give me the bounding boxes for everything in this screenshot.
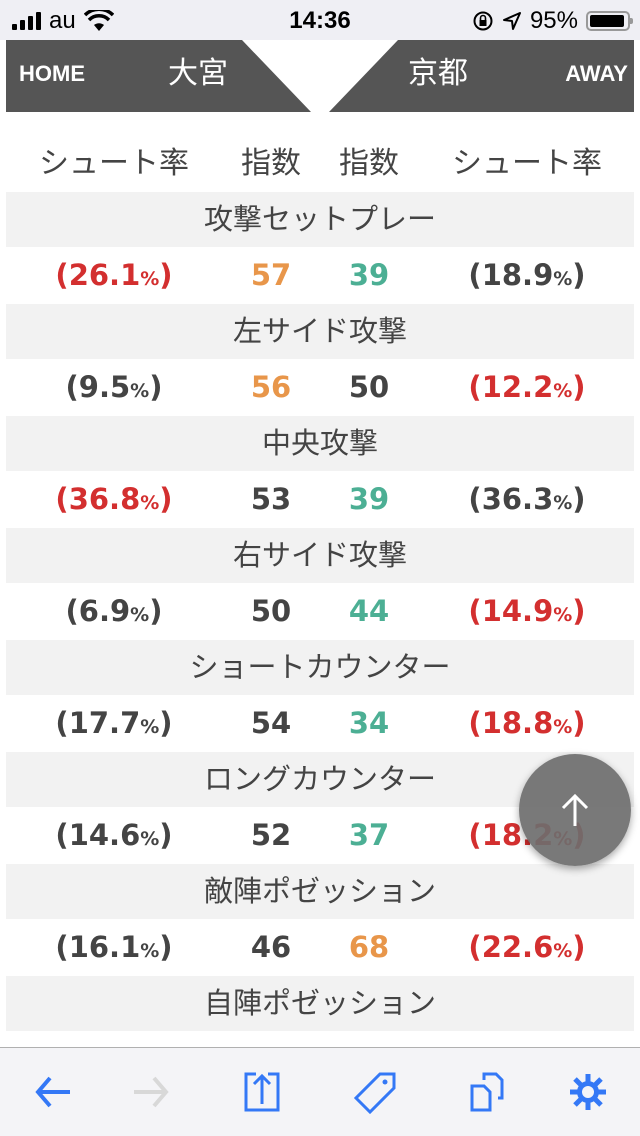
table-row: (9.5%) 56 50 (12.2%)	[0, 359, 640, 416]
percent-sign: %	[553, 716, 573, 738]
home-index-value: 56	[250, 370, 292, 404]
rate-number: 17.7	[68, 706, 141, 740]
table-row: (17.7%) 54 34 (18.8%)	[0, 695, 640, 752]
rate-number: 12.2	[481, 370, 554, 404]
browser-toolbar	[0, 1047, 640, 1136]
home-rate-value: (14.6%)	[55, 818, 173, 852]
home-index-value: 46	[250, 930, 292, 964]
home-index-value: 53	[250, 482, 292, 516]
home-rate-value: (9.5%)	[65, 370, 163, 404]
home-index-value: 50	[250, 594, 292, 628]
rate-number: 26.1	[68, 258, 141, 292]
gear-icon[interactable]	[566, 1070, 610, 1114]
forward-icon[interactable]	[130, 1070, 174, 1114]
rate-number: 14.9	[481, 594, 554, 628]
home-index-value: 54	[250, 706, 292, 740]
percent-sign: %	[553, 604, 573, 626]
away-rate-value: (18.9%)	[468, 258, 586, 292]
away-index-value: 68	[348, 930, 390, 964]
category-label: 中央攻撃	[6, 416, 634, 471]
away-shot-rate-header: シュート率	[452, 146, 602, 181]
home-rate-value: (16.1%)	[55, 930, 173, 964]
away-index-value: 39	[348, 258, 390, 292]
rate-number: 18.8	[481, 706, 554, 740]
rate-number: 16.1	[68, 930, 141, 964]
percent-sign: %	[140, 268, 160, 290]
match-header: HOME 大宮 京都 AWAY	[6, 40, 634, 112]
percent-sign: %	[140, 940, 160, 962]
home-rate-value: (6.9%)	[65, 594, 163, 628]
away-rate-value: (36.3%)	[468, 482, 586, 516]
percent-sign: %	[140, 492, 160, 514]
back-icon[interactable]	[30, 1070, 74, 1114]
home-index-value: 57	[250, 258, 292, 292]
percent-sign: %	[553, 492, 573, 514]
category-label: 左サイド攻撃	[6, 304, 634, 359]
location-icon	[502, 12, 521, 30]
home-team: 大宮	[168, 56, 228, 91]
battery-percent: 95%	[529, 7, 578, 34]
percent-sign: %	[553, 268, 573, 290]
home-index-value: 52	[250, 818, 292, 852]
home-rate-value: (17.7%)	[55, 706, 173, 740]
clock: 14:36	[289, 7, 351, 34]
away-index-value: 39	[348, 482, 390, 516]
away-label: AWAY	[565, 61, 628, 86]
tag-icon[interactable]	[354, 1070, 398, 1114]
away-rate-value: (22.6%)	[468, 930, 586, 964]
percent-sign: %	[140, 716, 160, 738]
rate-number: 14.6	[68, 818, 141, 852]
table-row: (26.1%) 57 39 (18.9%)	[0, 247, 640, 304]
rate-number: 36.8	[68, 482, 141, 516]
percent-sign: %	[553, 380, 573, 402]
away-index-value: 50	[348, 370, 390, 404]
home-rate-value: (36.8%)	[55, 482, 173, 516]
percent-sign: %	[130, 380, 150, 402]
table-row: (36.8%) 53 39 (36.3%)	[0, 471, 640, 528]
category-label: 自陣ポゼッション	[6, 976, 634, 1031]
table-row: (16.1%) 46 68 (22.6%)	[0, 919, 640, 976]
signal-icon	[12, 12, 41, 30]
home-shot-rate-header: シュート率	[39, 146, 189, 181]
copy-icon[interactable]	[466, 1070, 510, 1114]
away-index-value: 37	[348, 818, 390, 852]
away-rate-value: (18.8%)	[468, 706, 586, 740]
battery-icon	[586, 11, 633, 31]
home-rate-value: (26.1%)	[55, 258, 173, 292]
arrow-up-icon	[561, 793, 589, 826]
rate-number: 6.9	[78, 594, 131, 628]
category-label: 敵陣ポゼッション	[6, 864, 634, 919]
percent-sign: %	[140, 828, 160, 850]
rate-number: 9.5	[78, 370, 131, 404]
away-index-value: 34	[348, 706, 390, 740]
scroll-top-button[interactable]	[519, 754, 631, 866]
rate-number: 18.9	[481, 258, 554, 292]
status-bar: au 14:36 95%	[0, 0, 640, 40]
carrier: au	[49, 7, 76, 34]
header-notch	[242, 40, 398, 112]
rate-number: 36.3	[481, 482, 554, 516]
table-row: (6.9%) 50 44 (14.9%)	[0, 583, 640, 640]
category-label: 右サイド攻撃	[6, 528, 634, 583]
category-label: 攻撃セットプレー	[6, 192, 634, 247]
away-index-header: 指数	[339, 146, 399, 181]
wifi-icon	[83, 10, 114, 31]
away-team: 京都	[408, 56, 468, 91]
category-label: ショートカウンター	[6, 640, 634, 695]
percent-sign: %	[130, 604, 150, 626]
home-label: HOME	[19, 61, 85, 86]
column-headers: シュート率 指数 指数 シュート率	[0, 138, 640, 188]
home-index-header: 指数	[241, 146, 301, 181]
rotation-lock-icon	[473, 11, 493, 31]
away-index-value: 44	[348, 594, 390, 628]
share-icon[interactable]	[242, 1070, 286, 1114]
percent-sign: %	[553, 940, 573, 962]
rate-number: 22.6	[481, 930, 554, 964]
away-rate-value: (14.9%)	[468, 594, 586, 628]
away-rate-value: (12.2%)	[468, 370, 586, 404]
